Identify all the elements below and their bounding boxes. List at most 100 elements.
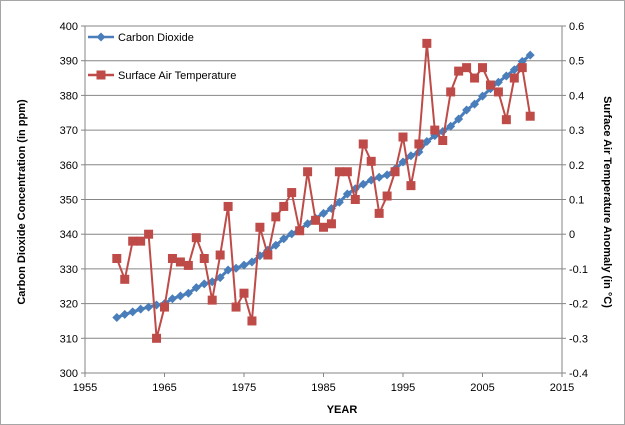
data-point-surface-air-temperature: [279, 201, 289, 211]
data-point-surface-air-temperature: [374, 208, 384, 218]
data-point-carbon-dioxide: [382, 170, 392, 180]
data-point-carbon-dioxide: [144, 302, 154, 312]
x-tick-label: 2005: [470, 382, 494, 394]
data-point-carbon-dioxide: [287, 229, 297, 239]
y-right-tick-label: -0.1: [569, 264, 588, 276]
data-point-carbon-dioxide: [167, 294, 177, 304]
data-point-surface-air-temperature: [390, 167, 400, 177]
y-left-tick-label: 370: [60, 125, 78, 137]
data-point-surface-air-temperature: [303, 167, 313, 177]
y-right-tick-label: -0.2: [569, 299, 588, 311]
y-left-tick-label: 330: [60, 264, 78, 276]
data-point-carbon-dioxide: [398, 157, 408, 167]
data-point-surface-air-temperature: [446, 87, 456, 97]
data-point-surface-air-temperature: [223, 201, 233, 211]
data-point-surface-air-temperature: [501, 115, 511, 125]
data-point-surface-air-temperature: [493, 87, 503, 97]
y-left-tick-label: 340: [60, 229, 78, 241]
data-point-surface-air-temperature: [231, 302, 241, 312]
y-axis-right-title: Surface Air Temperature Anomaly (in °C): [601, 96, 613, 308]
data-point-surface-air-temperature: [311, 215, 321, 225]
data-point-carbon-dioxide: [358, 179, 368, 189]
data-point-surface-air-temperature: [517, 63, 527, 73]
data-point-surface-air-temperature: [183, 260, 193, 270]
legend-item-surface-air-temperature: Surface Air Temperature: [88, 70, 236, 82]
series-carbon-dioxide: [112, 50, 535, 322]
data-point-carbon-dioxide: [422, 137, 432, 147]
legend-label-carbon-dioxide: Carbon Dioxide: [118, 32, 194, 44]
y-right-tick-label: 0.1: [569, 195, 584, 207]
y-right-tick-label: 0.2: [569, 160, 584, 172]
data-point-carbon-dioxide: [462, 105, 472, 115]
data-point-carbon-dioxide: [128, 307, 138, 317]
y-left-tick-label: 380: [60, 90, 78, 102]
data-point-surface-air-temperature: [287, 188, 297, 198]
data-point-surface-air-temperature: [255, 222, 265, 232]
x-tick-label: 1975: [232, 382, 256, 394]
data-point-carbon-dioxide: [470, 99, 480, 109]
data-point-carbon-dioxide: [342, 189, 352, 199]
data-point-surface-air-temperature: [191, 233, 201, 243]
y-left-tick-label: 310: [60, 333, 78, 345]
data-point-carbon-dioxide: [120, 309, 130, 319]
data-point-surface-air-temperature: [263, 250, 273, 260]
data-point-carbon-dioxide: [454, 114, 464, 124]
x-tick-label: 1995: [391, 382, 415, 394]
data-point-carbon-dioxide: [406, 151, 416, 161]
data-point-surface-air-temperature: [454, 66, 464, 76]
data-point-carbon-dioxide: [509, 65, 519, 75]
series-surface-air-temperature: [112, 38, 535, 343]
x-axis-title: YEAR: [327, 404, 358, 416]
y-right-tick-label: 0.6: [569, 21, 584, 33]
legend-marker-square: [96, 70, 106, 80]
y-left-tick-label: 360: [60, 160, 78, 172]
data-point-carbon-dioxide: [374, 172, 384, 182]
data-point-surface-air-temperature: [525, 111, 535, 121]
y-left-tick-label: 320: [60, 299, 78, 311]
data-point-surface-air-temperature: [478, 63, 487, 73]
data-point-surface-air-temperature: [152, 333, 162, 343]
data-point-surface-air-temperature: [120, 274, 130, 284]
data-point-carbon-dioxide: [303, 219, 313, 229]
data-point-carbon-dioxide: [271, 240, 281, 250]
legend-marker-diamond: [96, 32, 106, 42]
x-tick-label: 1965: [152, 382, 176, 394]
data-point-surface-air-temperature: [430, 125, 440, 135]
y-right-tick-label: 0.4: [569, 90, 584, 102]
y-right-tick-label: 0: [569, 229, 575, 241]
data-point-surface-air-temperature: [422, 38, 432, 48]
data-point-surface-air-temperature: [326, 219, 336, 229]
data-point-surface-air-temperature: [112, 253, 122, 263]
data-point-surface-air-temperature: [167, 253, 177, 263]
data-point-surface-air-temperature: [366, 156, 376, 166]
data-point-surface-air-temperature: [239, 288, 249, 298]
x-tick-label: 1985: [311, 382, 335, 394]
data-point-carbon-dioxide: [279, 234, 289, 244]
data-point-carbon-dioxide: [319, 208, 328, 218]
data-point-surface-air-temperature: [438, 136, 448, 146]
data-point-surface-air-temperature: [382, 191, 392, 201]
data-point-surface-air-temperature: [271, 212, 281, 222]
y-left-tick-label: 390: [60, 56, 78, 68]
data-point-surface-air-temperature: [462, 63, 472, 73]
data-point-surface-air-temperature: [470, 73, 480, 83]
data-point-carbon-dioxide: [199, 279, 209, 289]
data-point-surface-air-temperature: [485, 80, 495, 90]
y-right-tick-label: -0.4: [569, 368, 588, 380]
data-point-surface-air-temperature: [160, 302, 169, 312]
y-right-tick-label: 0.3: [569, 125, 584, 137]
data-point-surface-air-temperature: [144, 229, 154, 239]
data-point-surface-air-temperature: [175, 257, 185, 267]
data-point-carbon-dioxide: [239, 260, 249, 270]
data-point-carbon-dioxide: [478, 91, 487, 101]
x-tick-label: 2015: [550, 382, 574, 394]
data-point-carbon-dioxide: [493, 77, 503, 87]
y-right-tick-label: 0.5: [569, 56, 584, 68]
data-point-surface-air-temperature: [128, 236, 138, 246]
data-point-surface-air-temperature: [199, 253, 209, 263]
y-left-tick-label: 350: [60, 195, 78, 207]
legend-item-carbon-dioxide: Carbon Dioxide: [88, 32, 194, 44]
data-point-carbon-dioxide: [247, 257, 257, 267]
y-left-tick-label: 300: [60, 368, 78, 380]
